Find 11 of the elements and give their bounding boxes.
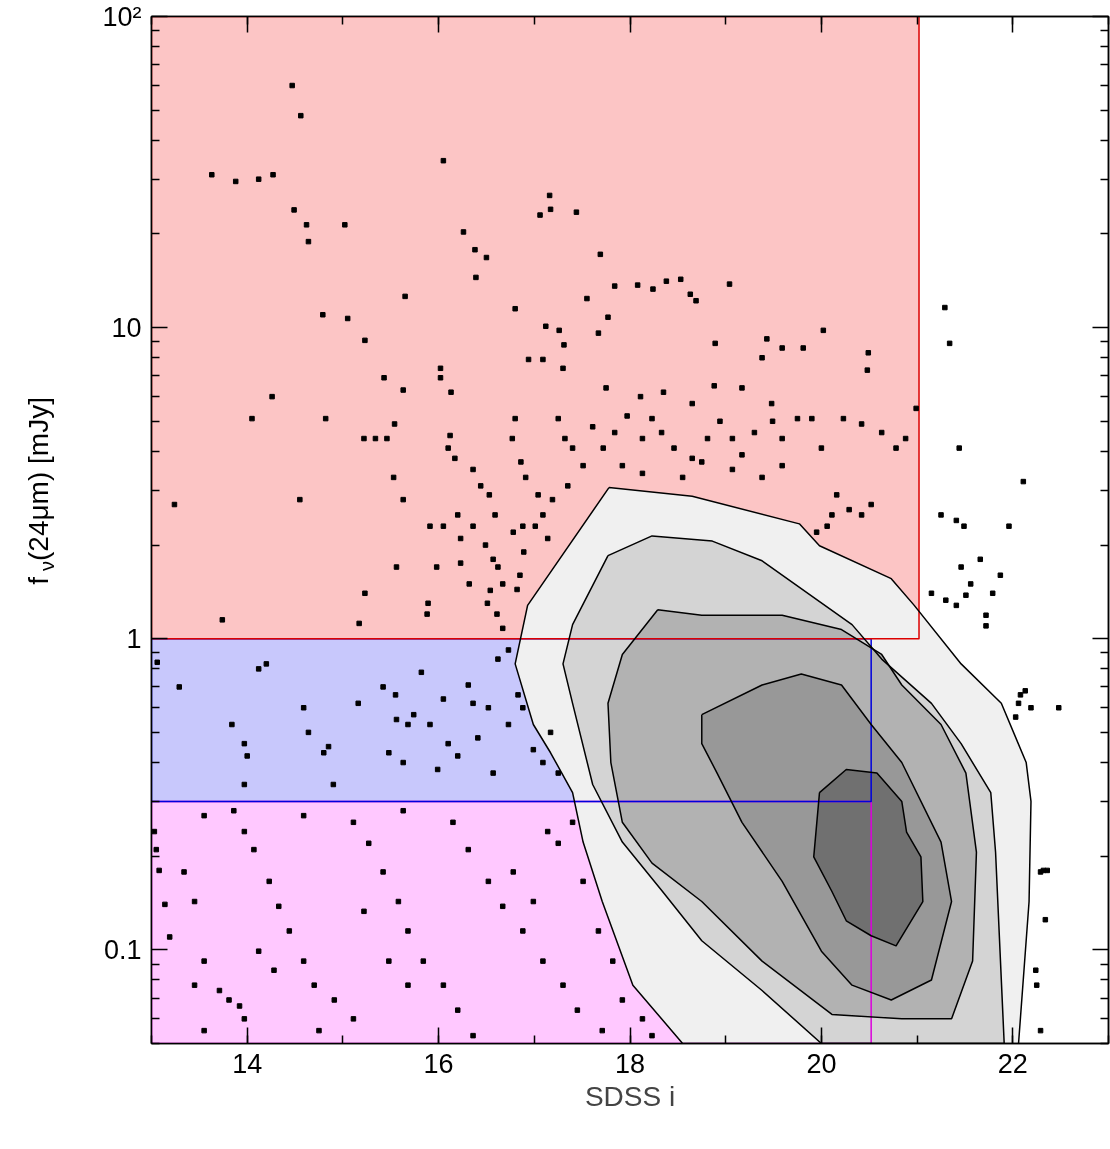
x-tick-label: 16 [423,1048,454,1079]
y-tick-label: 1 [126,623,142,654]
x-tick-label: 18 [614,1048,646,1079]
y-tick-label: 10² [102,1,142,32]
x-tick-label: 14 [232,1048,263,1079]
y-tick-label: 0.1 [103,934,142,965]
y-axis-title: fν(24μm) [mJy] [23,397,58,585]
x-axis-title: SDSS i [584,1080,676,1112]
x-tick-label: 22 [997,1048,1028,1079]
x-tick-label: 20 [806,1048,837,1079]
y-tick-label: 10 [111,312,142,343]
